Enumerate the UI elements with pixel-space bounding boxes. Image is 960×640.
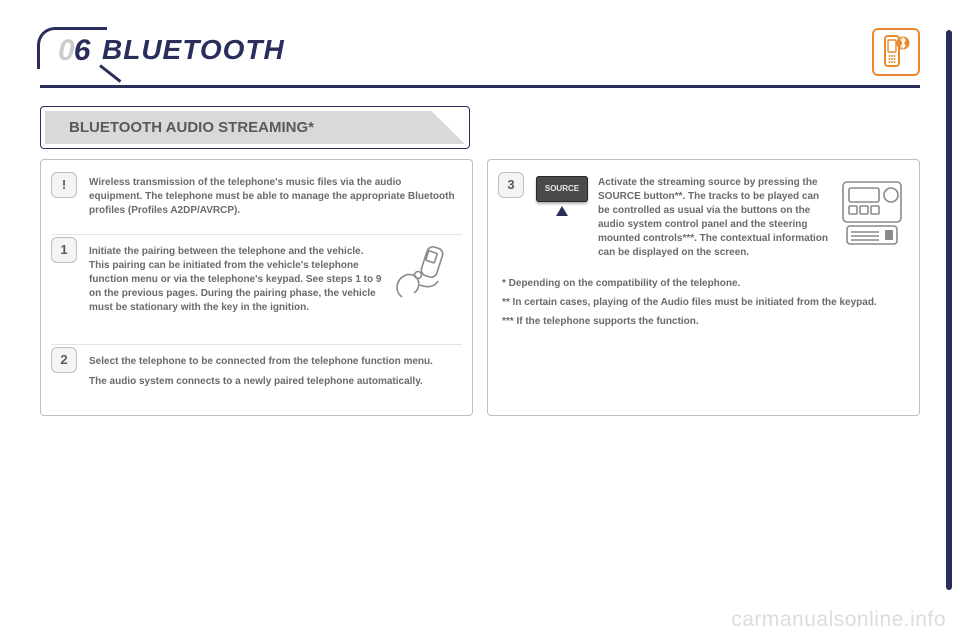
radio-unit-illustration [841, 176, 903, 253]
source-button-illustration: SOURCE [536, 176, 588, 216]
footnote-1: * Depending on the compatibility of the … [502, 276, 909, 291]
source-button: SOURCE [536, 176, 588, 202]
footnote-3: *** If the telephone supports the functi… [502, 314, 909, 329]
step-1-text: Initiate the pairing between the telepho… [89, 245, 382, 315]
step-3-block: 3 SOURCE Activate the streaming source b… [498, 170, 909, 266]
left-column: ! Wireless transmission of the telephone… [40, 159, 473, 416]
warning-icon: ! [51, 172, 77, 198]
step-1-block: 1 Initiate the pairing between the telep… [51, 234, 462, 334]
header-tab-outline-diag [99, 64, 121, 82]
step-badge-1: 1 [51, 237, 77, 263]
step-3-text: Activate the streaming source by pressin… [598, 176, 831, 260]
header-rule [40, 85, 920, 88]
section-title: BLUETOOTH [102, 34, 285, 66]
page-subtitle: BLUETOOTH AUDIO STREAMING* [45, 111, 465, 144]
step-badge-2: 2 [51, 347, 77, 373]
phone-bluetooth-icon [872, 28, 920, 76]
page-edge-strip [946, 30, 952, 590]
step-3-row: SOURCE Activate the streaming source by … [536, 176, 903, 260]
manual-page: 06 BLUETOOTH BLUETOOTH AUDIO STREA [40, 30, 920, 590]
watermark: carmanualsonline.info [731, 608, 946, 632]
warning-text: Wireless transmission of the telephone's… [89, 176, 456, 218]
step-2-text-line2: The audio system connects to a newly pai… [89, 375, 456, 389]
footnote-2: ** In certain cases, playing of the Audi… [502, 295, 909, 310]
subtitle-box: BLUETOOTH AUDIO STREAMING* [40, 106, 470, 149]
section-number: 06 [58, 34, 89, 68]
footnotes: * Depending on the compatibility of the … [498, 276, 909, 329]
arrow-up-icon [556, 206, 568, 216]
right-column: 3 SOURCE Activate the streaming source b… [487, 159, 920, 416]
phone-headset-illustration [390, 241, 456, 312]
step-badge-3: 3 [498, 172, 524, 198]
section-header: 06 BLUETOOTH [40, 30, 920, 88]
content-columns: ! Wireless transmission of the telephone… [40, 159, 920, 416]
section-number-grey: 0 [58, 34, 74, 67]
step-2-text-line1: Select the telephone to be connected fro… [89, 355, 456, 369]
warning-block: ! Wireless transmission of the telephone… [51, 170, 462, 224]
section-number-dark: 6 [74, 34, 90, 67]
step-2-block: 2 Select the telephone to be connected f… [51, 344, 462, 395]
